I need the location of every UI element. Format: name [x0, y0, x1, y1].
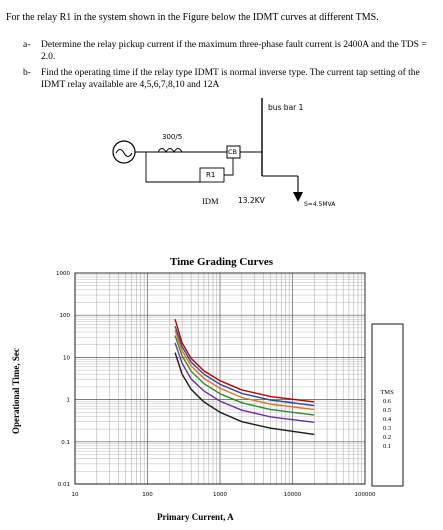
- y-tick-label: 1: [67, 398, 71, 404]
- y-tick-label: 0.01: [58, 482, 70, 488]
- series-line-tms-0.3: [174, 335, 315, 416]
- chart-legend: TMS 0.6 0.5 0.4 0.3 0.2 0.1: [380, 389, 394, 450]
- x-tick-label: 10000: [284, 492, 302, 498]
- x-tick-label: 100000: [355, 492, 376, 498]
- voltage-label: 13.2KV: [238, 196, 265, 205]
- y-tick-label: 100: [60, 313, 71, 319]
- x-axis-label: Primary Current, A: [157, 512, 234, 522]
- chart-ticks: 10 100 1000 10000 100000 1000 100 10 1 0.1 0.01: [56, 271, 376, 498]
- system-diagram: [112, 98, 303, 202]
- question-b-label: b-: [23, 68, 31, 78]
- bus-bar-label: bus bar 1: [268, 103, 304, 112]
- legend-entry: 0.4: [383, 416, 392, 423]
- current-transformer-icon: [157, 148, 183, 154]
- relay-wiring-right: [224, 158, 234, 176]
- series-line-tms-0.5: [174, 325, 315, 407]
- question-b-text: Find the operating time if the relay typ…: [41, 68, 420, 90]
- y-tick-label: 10: [63, 355, 70, 361]
- y-tick-label: 0.1: [61, 440, 70, 446]
- legend-entry: 0.2: [383, 434, 391, 441]
- chart-grid: [74, 273, 365, 485]
- relay-wiring-left: [145, 152, 200, 183]
- relay-label: R1: [206, 171, 216, 179]
- series-line-tms-0.4: [174, 329, 315, 411]
- load-arrow-icon: [293, 192, 303, 202]
- legend-entry: 0.1: [383, 443, 391, 450]
- series-line-tms-0.2: [174, 342, 315, 423]
- series-line-tms-0.6: [174, 319, 315, 403]
- generator-sine-icon: [115, 148, 133, 158]
- ct-ratio-label: 300/5: [162, 133, 183, 141]
- x-tick-label: 10: [72, 492, 79, 498]
- question-a-text: Determine the relay pickup current if th…: [41, 40, 427, 62]
- idm-label: IDM: [202, 196, 219, 206]
- problem-intro: For the relay R1 in the system shown in …: [6, 12, 379, 23]
- chart-title: Time Grading Curves: [169, 256, 274, 268]
- legend-entry: 0.5: [383, 407, 391, 414]
- legend-title: TMS: [380, 389, 394, 396]
- y-tick-label: 1000: [56, 271, 70, 277]
- relay-box: [199, 167, 225, 183]
- legend-box: [371, 323, 404, 487]
- x-tick-label: 100: [142, 492, 153, 498]
- plot-area-frame: [74, 272, 366, 485]
- cb-label: CB: [228, 148, 237, 156]
- series-line-tms-0.1: [174, 352, 315, 436]
- circuit-breaker-icon: [226, 145, 241, 159]
- question-a-label: a-: [23, 40, 31, 50]
- legend-entry: 0.6: [383, 398, 392, 405]
- chart-series: [174, 319, 315, 436]
- x-tick-label: 1000: [213, 492, 227, 498]
- load-label: S=4.5MVA: [304, 201, 336, 208]
- y-axis-label: Operational Time, Sec: [11, 348, 21, 434]
- legend-entry: 0.3: [383, 425, 391, 432]
